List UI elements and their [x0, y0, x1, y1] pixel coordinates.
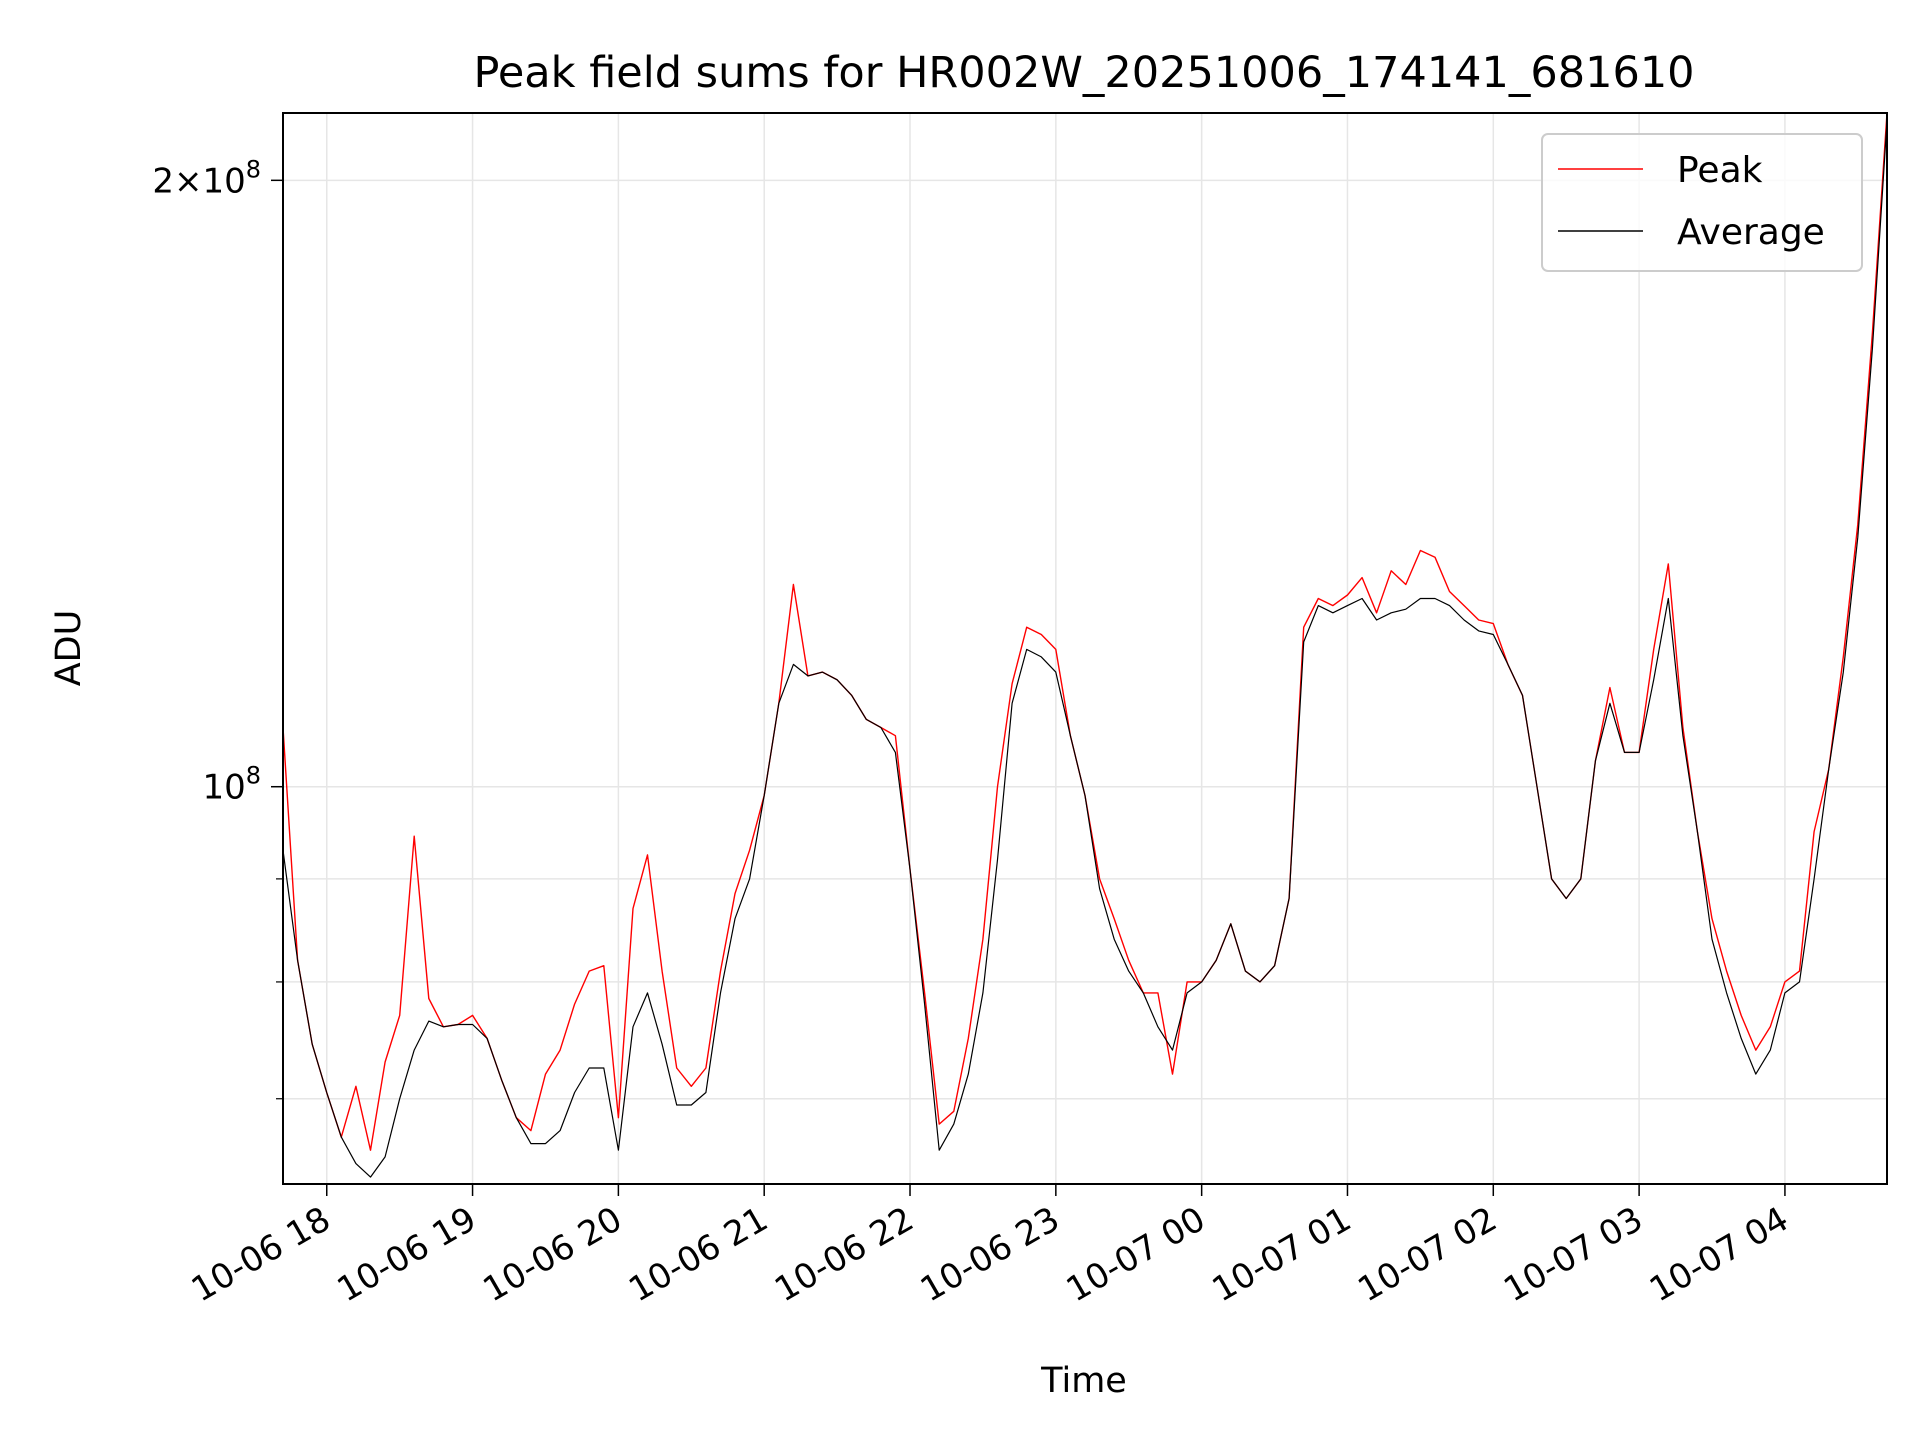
plot-frame [282, 112, 1888, 1185]
series-line-average [282, 121, 1888, 1178]
y-axis: 108 2×108 [152, 155, 283, 1100]
y-tick-label: 2×108 [152, 155, 261, 201]
legend-peak-label: Peak [1677, 150, 1763, 191]
legend-average-label: Average [1677, 212, 1825, 253]
grid-layer [283, 113, 1887, 1184]
plot-background [283, 113, 1887, 1184]
y-axis-label: ADU [49, 610, 89, 687]
y-tick-label: 108 [202, 762, 261, 808]
plot-area [282, 112, 1888, 1185]
x-axis-label: Time [1040, 1361, 1127, 1401]
series-layer [282, 112, 1888, 1178]
chart-title: Peak field sums for HR002W_20251006_1741… [473, 48, 1694, 98]
legend: Peak Average [1541, 133, 1863, 272]
